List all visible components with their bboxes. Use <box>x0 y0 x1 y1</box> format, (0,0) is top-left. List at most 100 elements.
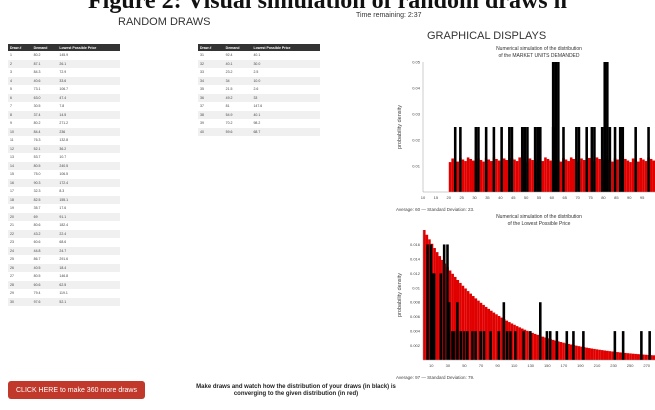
theoretical-bar <box>469 293 472 360</box>
draw-bar <box>600 127 604 192</box>
price-cell: 106.5 <box>59 172 69 177</box>
theoretical-bar <box>631 158 635 192</box>
draw-cell: 39 <box>200 121 204 126</box>
demand-cell: 69 <box>31 212 58 221</box>
table-row: 22 43.2 22.4 <box>8 229 120 238</box>
draw-cell: 14 <box>8 161 32 170</box>
draw-cell: 34 <box>198 76 224 85</box>
y-tick-label: 0.008 <box>410 300 421 305</box>
demand-cell: 80.2 <box>33 53 41 58</box>
theoretical-bar <box>642 159 645 192</box>
theoretical-bar <box>577 346 581 360</box>
price-cell: 22.4 <box>57 229 120 238</box>
price-cell: 145.9 <box>59 53 69 58</box>
chart-title-line: of the Lowest Possible Price <box>508 221 571 227</box>
draw-bar <box>526 127 529 192</box>
theoretical-bar <box>595 349 599 360</box>
instructions-text: Make draws and watch how the distributio… <box>196 384 396 397</box>
x-tick-label: 130 <box>527 363 534 368</box>
demand-cell: 40.6 <box>31 76 58 85</box>
theoretical-bar <box>580 346 583 360</box>
x-tick-label: 65 <box>563 195 568 200</box>
draw-bar <box>539 127 542 192</box>
theoretical-bar <box>564 159 568 192</box>
x-tick-label: 40 <box>498 195 503 200</box>
demand-cell: 32.3 <box>33 189 41 194</box>
demand-cell: 21.5 <box>225 87 233 92</box>
x-tick-label: 210 <box>594 363 601 368</box>
demand-cell: 59.6 <box>223 127 252 136</box>
table-row: 21 80.6 182.4 <box>8 221 120 230</box>
y-tick-label: 0.002 <box>410 343 421 348</box>
draw-bar <box>429 244 433 360</box>
price-distribution-chart: Numerical simulation of the distribution… <box>397 214 655 368</box>
theoretical-bar <box>616 159 619 192</box>
x-tick-label: 110 <box>511 363 518 368</box>
theoretical-bar <box>518 157 521 192</box>
y-tick-label: 0.01 <box>412 285 421 290</box>
theoretical-bar <box>590 348 594 360</box>
table-row: 5 73.1 106.7 <box>8 85 120 94</box>
demand-cell: 75.0 <box>33 172 41 177</box>
draw-bar <box>585 127 588 192</box>
theoretical-bar <box>477 300 480 360</box>
theoretical-bar <box>608 351 612 360</box>
theoretical-bar <box>505 160 509 192</box>
price-cell: 91.1 <box>57 212 120 221</box>
theoretical-bar <box>541 336 545 360</box>
draws-table-left: Draw # Demand Lowest Possible Price 1 80.… <box>8 44 120 306</box>
draw-cell: 6 <box>8 93 32 102</box>
demand-cell: 37.4 <box>31 110 58 119</box>
table-row: 24 44.8 24.7 <box>8 246 120 255</box>
draw-bar <box>551 62 555 192</box>
draw-bar <box>522 331 526 360</box>
draw-cell: 40 <box>198 127 224 136</box>
draw-bar <box>565 331 569 360</box>
theoretical-bar <box>500 317 503 360</box>
table-row: 8 37.4 14.5 <box>8 110 120 119</box>
more-draws-button[interactable]: CLICK HERE to make 360 more draws <box>8 381 145 399</box>
table-row: 9 80.2 271.2 <box>8 119 120 128</box>
x-tick-label: 70 <box>479 363 484 368</box>
demand-cell: 76.3 <box>33 138 41 143</box>
draw-bar <box>452 331 456 360</box>
price-cell: 236 <box>57 127 120 136</box>
demand-cell: 80.2 <box>33 121 41 126</box>
demand-cell: 84.4 <box>31 127 58 136</box>
price-cell: 132.8 <box>59 138 69 143</box>
demand-cell: 44.8 <box>31 246 58 255</box>
draw-bar <box>557 62 560 192</box>
draw-bar <box>529 331 532 360</box>
x-tick-label: 60 <box>550 195 555 200</box>
draw-bar <box>621 127 625 192</box>
price-cell: 172.4 <box>57 178 120 187</box>
demand-cell: 81 <box>225 104 230 109</box>
draw-bar <box>462 331 466 360</box>
table-row: 12 52.1 36.2 <box>8 144 120 153</box>
draw-cell: 29 <box>10 291 14 296</box>
x-tick-label: 30 <box>472 195 477 200</box>
x-tick-label: 90 <box>495 363 500 368</box>
y-tick-label: 0.016 <box>410 242 421 247</box>
y-tick-label: 0.02 <box>412 138 421 143</box>
y-axis-label: probability density <box>397 105 403 149</box>
y-tick-label: 0.014 <box>410 256 421 261</box>
theoretical-bar <box>652 355 655 360</box>
price-cell: 271.2 <box>59 121 69 126</box>
draw-cell: 32 <box>198 59 224 68</box>
price-cell: 72.9 <box>59 70 67 75</box>
theoretical-bar <box>544 337 547 360</box>
draw-bar <box>509 331 512 360</box>
demand-cell: 80.5 <box>33 274 41 279</box>
theoretical-bar <box>464 288 467 360</box>
theoretical-bar <box>585 347 588 360</box>
draw-cell: 35 <box>200 87 204 92</box>
theoretical-bar <box>528 158 532 192</box>
price-cell: 14.5 <box>57 110 120 119</box>
draw-cell: 9 <box>10 121 12 126</box>
table-row: 19 35.7 17.6 <box>8 204 120 213</box>
table-row: 11 76.3 132.8 <box>8 136 120 145</box>
draw-cell: 23 <box>10 240 14 245</box>
theoretical-bar <box>510 323 514 360</box>
draw-bar <box>634 127 637 192</box>
